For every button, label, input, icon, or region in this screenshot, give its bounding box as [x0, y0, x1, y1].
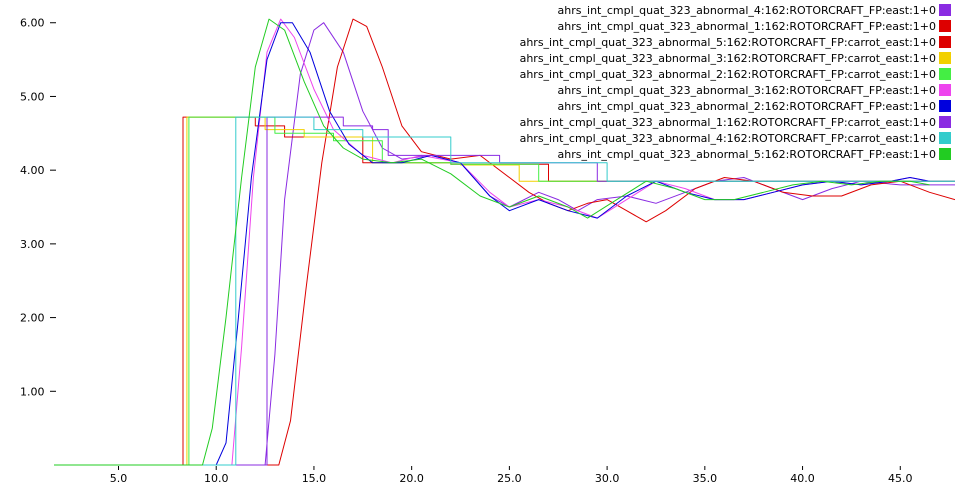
legend-label: ahrs_int_cmpl_quat_323_abnormal_3:162:RO… [558, 84, 936, 97]
x-tick-label: 30.0 [595, 472, 620, 485]
legend-label: ahrs_int_cmpl_quat_323_abnormal_5:162:RO… [520, 36, 936, 49]
y-tick-label: 3.00 [20, 238, 45, 251]
legend-swatch [939, 116, 951, 128]
y-tick-label: 2.00 [20, 312, 45, 325]
legend-label: ahrs_int_cmpl_quat_323_abnormal_2:162:RO… [558, 100, 936, 113]
y-tick-label: 4.00 [20, 164, 45, 177]
series-line-9 [54, 116, 955, 466]
legend-label: ahrs_int_cmpl_quat_323_abnormal_1:162:RO… [520, 116, 936, 129]
series-layer [54, 18, 955, 466]
legend-label: ahrs_int_cmpl_quat_323_abnormal_5:162:RO… [558, 148, 936, 161]
series-line-5 [54, 116, 955, 466]
y-tick-label: 6.00 [20, 17, 45, 30]
legend-swatch [939, 36, 951, 48]
y-tick-label: 5.00 [20, 90, 45, 103]
legend-label: ahrs_int_cmpl_quat_323_abnormal_3:162:RO… [520, 52, 936, 65]
axes: 1.00 2.00 3.00 4.00 5.00 6.00 5.0 10.0 15.0 20.0 2… [20, 17, 913, 485]
legend-label: ahrs_int_cmpl_quat_323_abnormal_4:162:RO… [520, 132, 936, 145]
legend-label: ahrs_int_cmpl_quat_323_abnormal_1:162:RO… [558, 20, 936, 33]
series-line-10 [54, 18, 930, 466]
x-tick-label: 5.0 [110, 472, 128, 485]
x-tick-label: 15.0 [302, 472, 327, 485]
x-tick-label: 10.0 [204, 472, 229, 485]
legend-swatch [939, 132, 951, 144]
x-tick-label: 25.0 [497, 472, 522, 485]
legend-swatch [939, 100, 951, 112]
x-tick-label: 35.0 [693, 472, 718, 485]
legend-swatch [939, 68, 951, 80]
legend-label: ahrs_int_cmpl_quat_323_abnormal_2:162:RO… [520, 68, 936, 81]
x-tick-label: 20.0 [399, 472, 424, 485]
legend-swatch [939, 20, 951, 32]
legend-swatch [939, 148, 951, 160]
legend-swatch [939, 52, 951, 64]
x-tick-label: 40.0 [790, 472, 815, 485]
legend: ahrs_int_cmpl_quat_323_abnormal_4:162:RO… [520, 4, 951, 161]
y-tick-label: 1.00 [20, 385, 45, 398]
legend-swatch [939, 4, 951, 16]
legend-label: ahrs_int_cmpl_quat_323_abnormal_4:162:RO… [558, 4, 936, 17]
x-tick-label: 45.0 [888, 472, 913, 485]
legend-swatch [939, 84, 951, 96]
